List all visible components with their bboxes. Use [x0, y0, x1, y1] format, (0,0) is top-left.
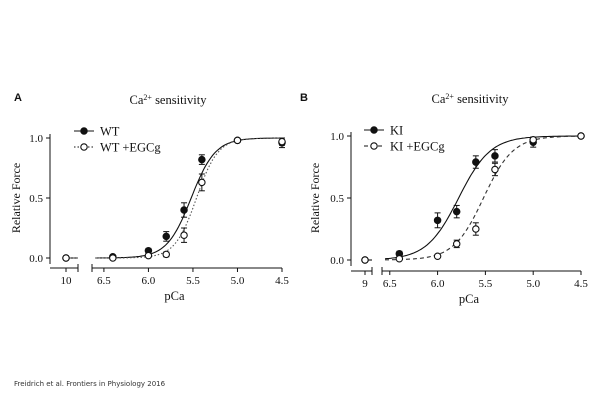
x-tick-label: 6.5 — [97, 275, 111, 287]
fit-curve — [385, 135, 580, 261]
data-point — [233, 136, 242, 145]
y-tick-label: 0.0 — [29, 253, 43, 265]
data-point — [529, 135, 537, 144]
data-point — [162, 232, 170, 241]
x-tick-label: 6.0 — [142, 275, 156, 287]
x-tick-label: 5.5 — [186, 275, 200, 287]
fit-curve — [95, 137, 282, 259]
data-point — [433, 216, 442, 225]
legend-marker — [370, 142, 378, 150]
y-tick-label: 0.0 — [330, 255, 344, 267]
legend-label: KI +EGCg — [390, 140, 445, 154]
legend-label: WT +EGCg — [100, 141, 161, 155]
x-tick-label: 5.0 — [526, 278, 540, 290]
x-tick-label: 10 — [61, 275, 73, 287]
data-point — [180, 231, 188, 239]
chart-title: Ca2+ sensitivity — [432, 92, 510, 107]
data-point — [180, 206, 188, 214]
legend-label: WT — [100, 125, 120, 139]
x-axis-label: pCa — [459, 292, 480, 306]
data-point — [491, 152, 499, 160]
data-point — [198, 155, 206, 164]
data-point — [162, 250, 170, 259]
data-point — [452, 240, 461, 248]
y-tick-label: 0.5 — [29, 193, 43, 205]
y-axis-label: Relative Force — [9, 163, 23, 233]
data-point — [577, 132, 585, 140]
x-tick-label: 5.5 — [479, 278, 493, 290]
x-tick-label: 9 — [362, 278, 368, 290]
legend-marker — [370, 126, 378, 134]
legend-marker — [80, 127, 88, 135]
figure-credit: Freidrich et al. Frontiers in Physiology… — [14, 380, 166, 388]
data-point — [62, 254, 70, 262]
data-point — [109, 254, 117, 262]
data-point — [491, 165, 499, 174]
x-tick-label: 4.5 — [574, 278, 588, 290]
y-tick-label: 1.0 — [330, 131, 344, 143]
x-tick-label: 5.0 — [231, 275, 245, 287]
data-point — [472, 225, 480, 233]
data-point — [361, 256, 369, 264]
y-tick-label: 1.0 — [29, 133, 43, 145]
data-point — [144, 251, 153, 260]
panel-label-a: A — [14, 92, 22, 104]
data-point — [452, 207, 461, 216]
chart-title: Ca2+ sensitivity — [130, 93, 208, 108]
data-point — [278, 137, 286, 146]
panel-label-b: B — [300, 92, 308, 104]
y-axis-label: Relative Force — [308, 163, 322, 233]
data-point — [198, 178, 206, 187]
y-tick-label: 0.5 — [330, 193, 344, 205]
legend-marker — [80, 143, 88, 151]
x-tick-label: 4.5 — [275, 275, 289, 287]
data-point — [433, 252, 442, 261]
legend-label: KI — [390, 124, 403, 138]
fit-curve — [384, 135, 580, 260]
x-axis-label: pCa — [164, 289, 185, 303]
x-tick-label: 6.0 — [431, 278, 445, 290]
data-point — [472, 158, 480, 166]
data-point — [395, 255, 404, 263]
x-tick-label: 6.5 — [383, 278, 397, 290]
